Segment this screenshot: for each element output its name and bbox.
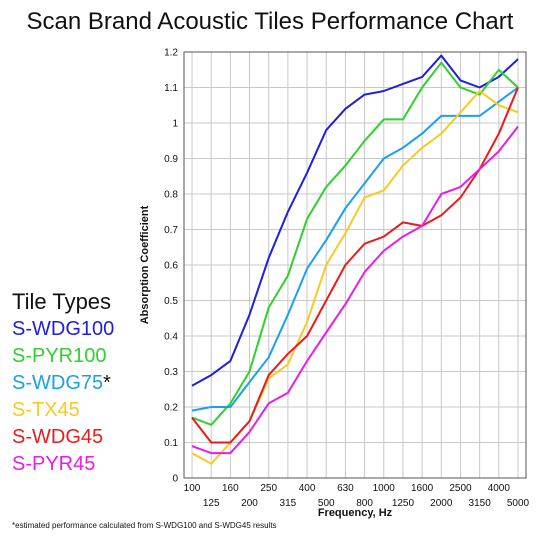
y-tick-label: 0.2 [164, 403, 178, 414]
x-tick-label: 1600 [411, 483, 434, 494]
y-tick-label: 1.2 [164, 48, 178, 59]
x-tick-label: 160 [222, 483, 239, 494]
estimated-marker: * [103, 372, 111, 394]
y-tick-label: 0.3 [164, 367, 178, 378]
legend-item: S-TX45 [12, 399, 80, 421]
legend-item: S-WDG100 [12, 318, 115, 340]
y-tick-label: 0.8 [164, 190, 178, 201]
y-tick-label: 1.1 [164, 83, 178, 94]
x-tick-label: 200 [241, 498, 258, 509]
legend: Tile Types S-WDG100 S-PYR100 S-WDG75* S-TX4… [12, 288, 114, 478]
tick-labels: 00.10.20.30.40.50.60.70.80.911.11.210012… [139, 48, 530, 520]
legend-item: S-WDG45 [12, 426, 104, 448]
series-line [191, 61, 519, 426]
legend-items: S-WDG100 S-PYR100 S-WDG75* S-TX45 S-WDG45 S-P… [12, 316, 114, 478]
x-tick-label: 100 [184, 483, 201, 494]
y-tick-label: 0.5 [164, 296, 178, 307]
x-tick-label: 630 [337, 483, 354, 494]
legend-item: S-PYR45 [12, 453, 96, 475]
series-line [191, 86, 519, 412]
x-tick-label: 400 [299, 483, 316, 494]
x-tick-label: 250 [260, 483, 277, 494]
x-tick-label: 2500 [449, 483, 472, 494]
y-tick-label: 0.9 [164, 154, 178, 165]
x-tick-label: 1250 [392, 498, 415, 509]
series-line [191, 54, 519, 387]
y-tick-label: 0.4 [164, 332, 178, 343]
series-line [191, 90, 519, 465]
legend-item: S-WDG75* [12, 372, 111, 394]
x-tick-label: 3150 [469, 498, 492, 509]
y-tick-label: 0 [172, 474, 178, 485]
series-line [191, 125, 519, 455]
footnote: *estimated performance calculated from S… [12, 521, 277, 530]
x-tick-label: 4000 [488, 483, 511, 494]
legend-title: Tile Types [12, 289, 112, 314]
x-tick-label: 1000 [373, 483, 396, 494]
series-lines [191, 54, 519, 465]
y-axis-label: Absorption Coefficient [139, 205, 151, 324]
x-tick-label: 2000 [430, 498, 453, 509]
legend-item: S-PYR100 [12, 345, 107, 367]
x-tick-label: 500 [318, 498, 335, 509]
y-tick-label: 0.6 [164, 261, 178, 272]
x-tick-label: 315 [280, 498, 297, 509]
x-axis-label: Frequency, Hz [318, 507, 393, 519]
axes [183, 51, 527, 479]
y-tick-label: 0.1 [164, 438, 178, 449]
plot-frame [183, 51, 527, 479]
y-tick-label: 0.7 [164, 225, 178, 236]
series-line [191, 87, 519, 444]
x-tick-label: 5000 [507, 498, 530, 509]
y-tick-label: 1 [172, 119, 178, 130]
x-tick-label: 800 [356, 498, 373, 509]
chart-title: Scan Brand Acoustic Tiles Performance Ch… [26, 8, 514, 35]
x-tick-label: 125 [203, 498, 220, 509]
